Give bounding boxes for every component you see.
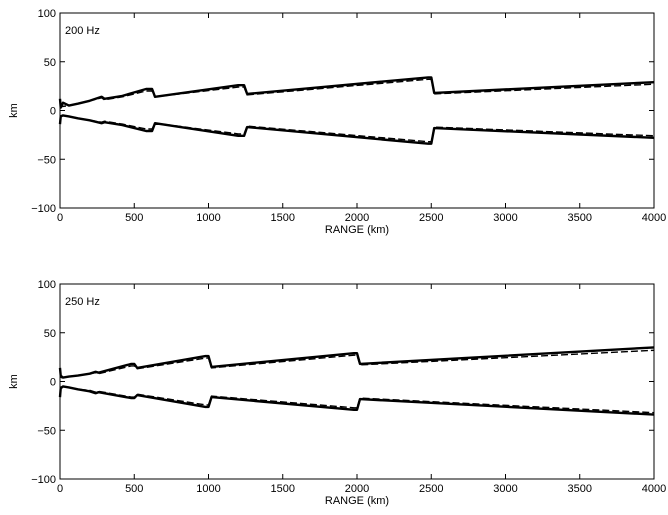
x-axis-label: RANGE (km): [325, 224, 389, 236]
x-tick-label: 2500: [419, 483, 443, 495]
x-tick-label: 3500: [568, 483, 592, 495]
x-tick-label: 3000: [493, 212, 517, 224]
y-axis-label: km: [8, 374, 20, 389]
x-tick-label: 0: [57, 212, 63, 224]
y-tick-label: −50: [37, 154, 56, 166]
x-axis-label: RANGE (km): [325, 495, 389, 507]
y-tick-label: 50: [44, 328, 56, 340]
y-axis-label: km: [8, 103, 20, 118]
x-tick-label: 2000: [345, 483, 369, 495]
panel-250hz: 0 500 1000 1500 2000 2500 3000 3500 4000 −100 −50 0…: [8, 279, 666, 507]
y-tick-label: −50: [37, 425, 56, 437]
frequency-annotation: 200 Hz: [65, 25, 100, 37]
series-solid-line-2: [58, 114, 655, 145]
x-tick-label: 2000: [345, 212, 369, 224]
x-tick-label: 4000: [642, 212, 666, 224]
x-tick-label: 4000: [642, 483, 666, 495]
series-dashed-line-3: [59, 114, 655, 143]
plot-frame: [59, 283, 655, 480]
frequency-annotation: 250 Hz: [65, 296, 100, 308]
series-dashed-line-3: [59, 385, 655, 414]
x-tick-label: 1500: [271, 483, 295, 495]
x-tick-label: 3500: [568, 212, 592, 224]
y-tick-label: 100: [38, 279, 56, 291]
y-tick-label: 0: [50, 377, 56, 389]
x-tick-label: 1000: [196, 212, 220, 224]
y-tick-label: −100: [31, 203, 56, 215]
y-tick-label: 100: [38, 8, 56, 20]
series-solid-line-0: [58, 76, 655, 109]
panel-200hz: 0 500 1000 1500 2000 2500 3000 3500 4000 −100 −50 0…: [8, 8, 666, 236]
x-tick-label: 3000: [493, 483, 517, 495]
x-tick-label: 2500: [419, 212, 443, 224]
y-tick-label: −100: [31, 474, 56, 486]
series-solid-line-0: [58, 346, 655, 379]
x-tick-label: 500: [125, 212, 143, 224]
x-tick-label: 1000: [196, 483, 220, 495]
y-tick-label: 0: [50, 106, 56, 118]
x-tick-label: 500: [125, 483, 143, 495]
series-dashed-line-1: [59, 349, 655, 379]
y-tick-label: 50: [44, 57, 56, 69]
x-tick-label: 0: [57, 483, 63, 495]
plot-frame: [59, 12, 655, 209]
series-solid-line-2: [58, 385, 655, 416]
series-dashed-line-1: [59, 78, 655, 108]
x-tick-label: 1500: [271, 212, 295, 224]
